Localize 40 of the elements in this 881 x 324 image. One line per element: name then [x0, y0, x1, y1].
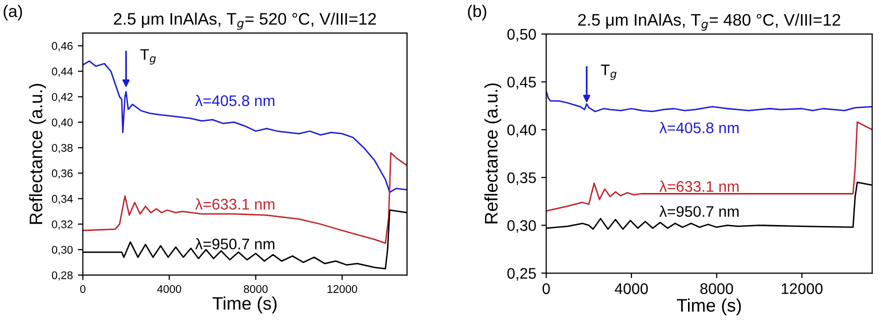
series-label: λ=405.8 nm: [659, 122, 739, 134]
x-tick-label: 12000: [782, 283, 823, 294]
y-tick-label: 0,35: [507, 172, 536, 185]
y-axis-title: Reflectance (a.u.): [484, 83, 502, 224]
y-tick-label: 0,40: [507, 124, 536, 138]
x-tick-label: 0: [80, 285, 86, 293]
x-tick-label: 4000: [157, 285, 182, 293]
series-label: λ=950.7 nm: [659, 206, 739, 217]
y-tick-label: 0,42: [52, 93, 73, 102]
x-tick-label: 8000: [244, 285, 268, 293]
y-tick-label: 0,38: [52, 144, 73, 154]
text: (b): [468, 4, 486, 20]
y-tick-label: 0,44: [52, 68, 73, 77]
text: (a): [4, 4, 22, 20]
y-tick-label: 0,30: [507, 220, 536, 233]
y-tick-label: 0,28: [52, 271, 73, 281]
x-axis-title: Time (s): [676, 298, 741, 316]
y-tick-label: 0,34: [52, 194, 73, 204]
x-tick-label: 0: [542, 283, 550, 294]
y-tick-label: 0,25: [507, 268, 536, 281]
annotation: T$_{g}$: [140, 49, 156, 65]
series-label: λ=405.8 nm: [195, 94, 274, 106]
chart-title: 2.5 μm InAlAs, T$_{g}$= 480 °C, V/III=12: [578, 14, 840, 31]
y-tick-label: 0,50: [507, 28, 536, 42]
chart-title: 2.5 μm InAlAs, T$_{g}$= 520 °C, V/III=12: [114, 12, 376, 30]
x-tick-label: 12000: [328, 285, 358, 293]
series-label: λ=633.1 nm: [195, 198, 274, 210]
series-label: λ=633.1 nm: [659, 180, 739, 192]
y-axis-title: Reflectance (a.u.): [29, 84, 46, 224]
y-tick-label: 0,46: [52, 42, 73, 52]
y-tick-label: 0,45: [507, 76, 536, 90]
annotation: T$_{g}$: [600, 64, 616, 80]
y-tick-label: 0,32: [52, 220, 73, 230]
y-tick-label: 0,40: [52, 118, 73, 128]
series-label: λ=950.7 nm: [195, 238, 274, 250]
y-tick-label: 0,30: [52, 246, 73, 256]
x-tick-label: 8000: [700, 283, 734, 294]
x-axis-title: Time (s): [212, 296, 277, 314]
x-tick-label: 4000: [614, 283, 648, 294]
y-tick-label: 0,36: [52, 169, 73, 179]
